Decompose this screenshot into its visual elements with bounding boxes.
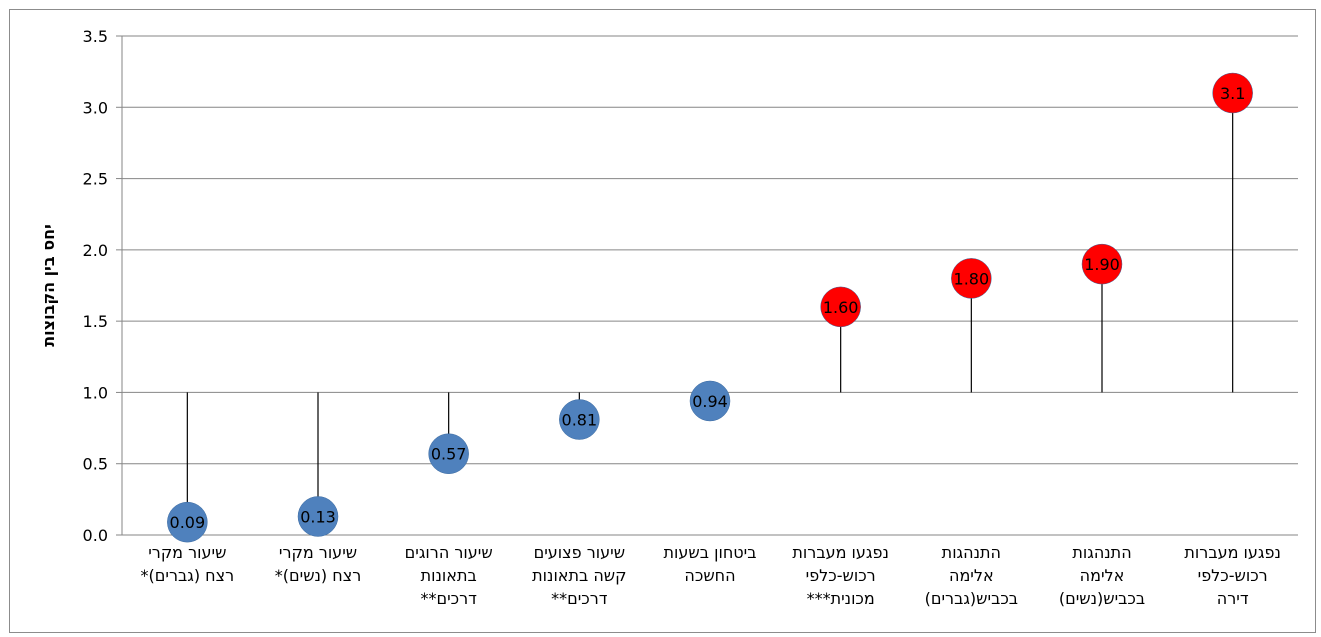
data-point bbox=[297, 496, 339, 537]
x-category-label: דרכים** bbox=[420, 589, 477, 608]
data-point bbox=[689, 380, 731, 422]
x-category-label: רכוש-כלפי bbox=[806, 566, 876, 585]
x-category-label: רצח (נשים)* bbox=[275, 566, 361, 585]
y-tick-label: 1.0 bbox=[83, 383, 108, 402]
x-category-label: דירה bbox=[1217, 589, 1249, 608]
data-label: 1.80 bbox=[954, 269, 990, 288]
x-category-label: שיעור פצועים bbox=[534, 543, 625, 562]
data-point bbox=[1212, 72, 1253, 114]
x-category-label: ביטחון בשעות bbox=[664, 543, 757, 562]
data-point bbox=[951, 258, 992, 299]
y-tick-label: 2.0 bbox=[83, 241, 108, 260]
x-category-label: רצח (גברים)* bbox=[141, 566, 235, 585]
x-category-label: מכונית*** bbox=[807, 589, 875, 608]
x-category-label: רכוש-כלפי bbox=[1198, 566, 1268, 585]
y-tick-label: 1.5 bbox=[83, 312, 108, 331]
x-category-label: שיעור הרוגים bbox=[405, 543, 493, 562]
x-category-label: התנהגות bbox=[942, 543, 1001, 562]
x-category-label: שיעור מקרי bbox=[279, 543, 357, 562]
x-category-label: בכביש(נשים) bbox=[1059, 589, 1145, 608]
data-point bbox=[167, 501, 208, 543]
data-point bbox=[559, 399, 600, 440]
x-category-label: התנהגות bbox=[1072, 543, 1131, 562]
data-label: 3.1 bbox=[1220, 84, 1245, 103]
data-label: 1.60 bbox=[823, 298, 859, 317]
x-category-label: קשה בתאונות bbox=[532, 566, 626, 585]
data-point bbox=[1081, 243, 1123, 285]
chart-area: 0.0 0.5 1.0 1.5 2.0 2.5 3.0 3.5 יחס בין הקבוצות 0… bbox=[9, 9, 1316, 633]
data-label: 0.81 bbox=[562, 411, 598, 430]
y-tick-label: 3.0 bbox=[83, 98, 108, 117]
y-axis-title: יחס בין הקבוצות bbox=[39, 224, 58, 347]
x-category-label: נפגעו מעברות bbox=[792, 543, 889, 562]
y-tick-label: 0.5 bbox=[83, 455, 108, 474]
data-point bbox=[820, 286, 861, 328]
x-category-label: בתאונות bbox=[421, 566, 477, 585]
data-label: 1.90 bbox=[1084, 255, 1120, 274]
data-label: 0.09 bbox=[170, 513, 206, 532]
y-tick-label: 2.5 bbox=[83, 170, 108, 189]
data-point bbox=[428, 433, 469, 474]
y-tick-label: 3.5 bbox=[83, 27, 108, 46]
lollipop-chart: 0.0 0.5 1.0 1.5 2.0 2.5 3.0 3.5 יחס בין הקבוצות 0… bbox=[39, 27, 1298, 608]
data-label: 0.57 bbox=[431, 445, 467, 464]
x-category-label: אלימה bbox=[1080, 566, 1125, 585]
x-category-label: נפגעו מעברות bbox=[1184, 543, 1281, 562]
data-label: 0.13 bbox=[300, 507, 336, 526]
x-category-label: אלימה bbox=[949, 566, 994, 585]
x-category-label: בכביש(גברים) bbox=[925, 589, 1018, 608]
x-category-label: החשכה bbox=[684, 566, 735, 585]
x-category-label: שיעור מקרי bbox=[148, 543, 226, 562]
y-tick-label: 0.0 bbox=[83, 526, 108, 545]
data-label: 0.94 bbox=[692, 392, 728, 411]
x-category-label: דרכים** bbox=[551, 589, 608, 608]
